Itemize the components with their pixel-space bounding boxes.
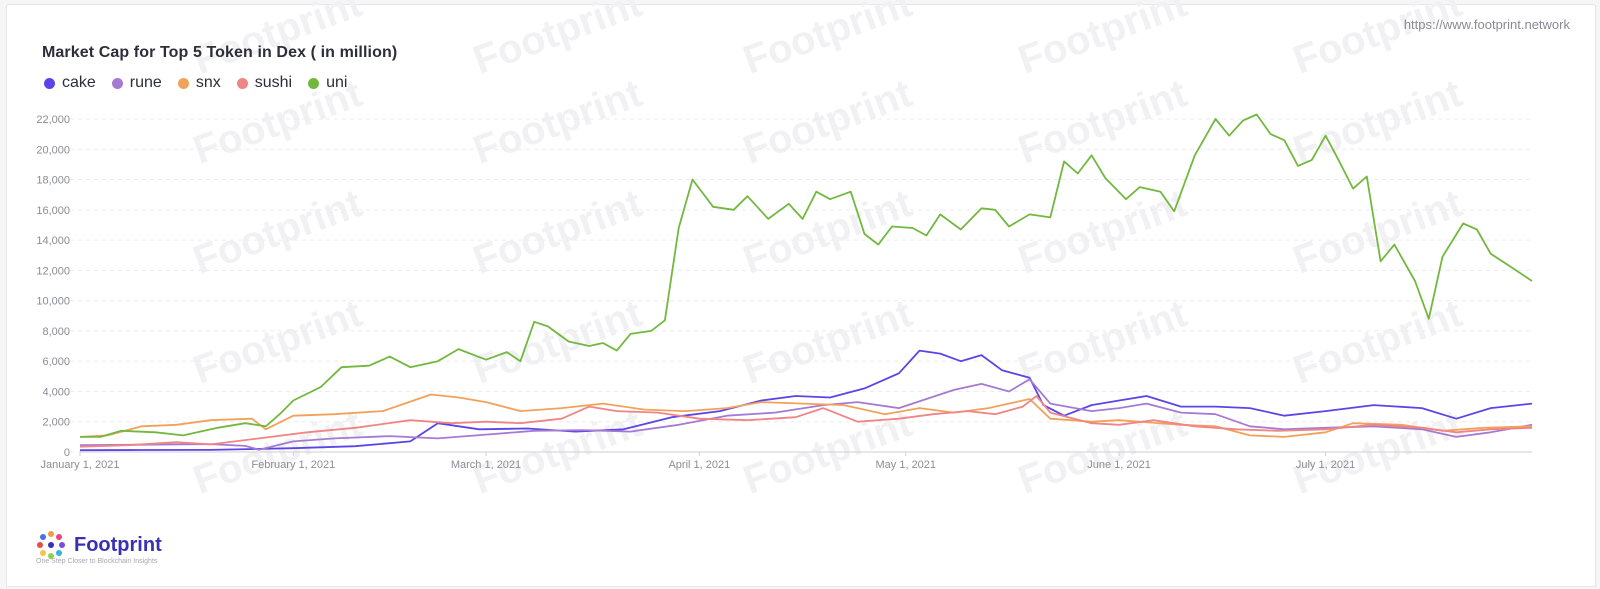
y-tick-label: 2,000 bbox=[42, 417, 70, 429]
x-tick-label: July 1, 2021 bbox=[1296, 459, 1355, 471]
y-tick-label: 8,000 bbox=[42, 326, 70, 338]
legend-label-sushi: sushi bbox=[254, 74, 293, 91]
footprint-logo-icon bbox=[37, 531, 65, 559]
line-chart: 0 2,000 4,000 6,000 8,000 10,000 12,000 14,000 1… bbox=[36, 113, 1533, 471]
footprint-logo[interactable]: Footprint bbox=[34, 528, 162, 562]
legend-item-cake[interactable]: cake bbox=[44, 74, 96, 92]
chart-card bbox=[6, 4, 1596, 522]
legend-item-rune[interactable]: rune bbox=[111, 74, 162, 92]
y-tick-label: 10,000 bbox=[36, 296, 70, 308]
legend-label-rune: rune bbox=[129, 74, 162, 91]
y-tick-label: 22,000 bbox=[36, 114, 70, 126]
legend-label-cake: cake bbox=[62, 74, 96, 91]
source-url[interactable]: https://www.footprint.network bbox=[1403, 17, 1570, 32]
y-tick-label: 12,000 bbox=[36, 265, 70, 277]
x-tick-label: June 1, 2021 bbox=[1087, 459, 1151, 471]
y-tick-label: 4,000 bbox=[42, 386, 70, 398]
series-line-rune[interactable] bbox=[79, 378, 1533, 451]
legend-item-snx[interactable]: snx bbox=[177, 74, 221, 92]
y-tick-label: 6,000 bbox=[42, 356, 70, 368]
legend-label-snx: snx bbox=[195, 74, 221, 91]
y-tick-label: 0 bbox=[64, 447, 70, 459]
legend-swatch-cake bbox=[44, 77, 55, 89]
y-tick-label: 20,000 bbox=[36, 144, 70, 156]
legend-swatch-sushi bbox=[236, 77, 248, 89]
legend-swatch-rune bbox=[111, 77, 123, 89]
footprint-logo-text: Footprint bbox=[74, 533, 162, 556]
series-line-cake[interactable] bbox=[79, 349, 1533, 452]
footer-bar bbox=[6, 520, 1596, 587]
y-tick-label: 18,000 bbox=[36, 175, 70, 187]
x-tick-label: April 1, 2021 bbox=[668, 459, 730, 471]
footprint-tagline: One Step Closer to Blockchain Insights bbox=[36, 558, 158, 565]
chart-title: Market Cap for Top 5 Token in Dex ( in m… bbox=[42, 44, 398, 61]
x-tick-label: February 1, 2021 bbox=[251, 459, 335, 471]
chart-legend: cake rune snx sushi uni bbox=[44, 74, 347, 92]
y-tick-label: 16,000 bbox=[36, 205, 70, 217]
legend-swatch-snx bbox=[177, 77, 189, 89]
legend-item-uni[interactable]: uni bbox=[308, 74, 347, 92]
x-tick-label: January 1, 2021 bbox=[41, 459, 120, 471]
series-line-snx[interactable] bbox=[79, 393, 1533, 438]
x-tick-label: March 1, 2021 bbox=[451, 459, 521, 471]
x-tick-label: May 1, 2021 bbox=[876, 459, 937, 471]
series-line-uni[interactable] bbox=[80, 113, 1533, 438]
legend-swatch-uni bbox=[308, 77, 320, 89]
legend-item-sushi[interactable]: sushi bbox=[236, 74, 293, 92]
series-line-sushi[interactable] bbox=[79, 395, 1533, 448]
legend-label-uni: uni bbox=[326, 74, 348, 91]
y-tick-label: 14,000 bbox=[36, 235, 70, 247]
